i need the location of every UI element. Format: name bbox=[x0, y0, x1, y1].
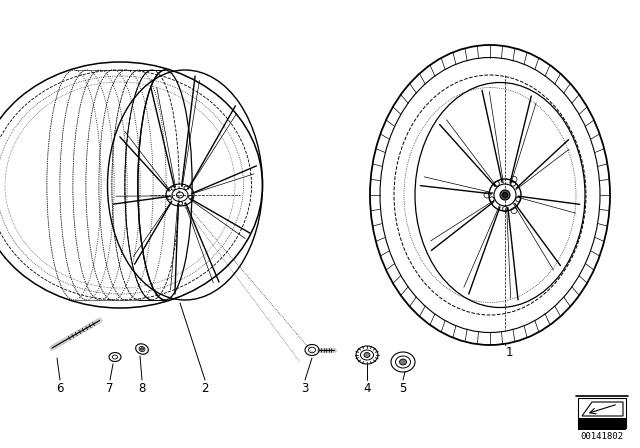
Text: 1: 1 bbox=[505, 345, 513, 358]
Ellipse shape bbox=[399, 359, 406, 365]
Ellipse shape bbox=[141, 348, 143, 350]
Text: 7: 7 bbox=[106, 382, 114, 395]
Text: 2: 2 bbox=[201, 382, 209, 395]
Text: 4: 4 bbox=[364, 382, 371, 395]
Ellipse shape bbox=[502, 193, 508, 198]
Text: 3: 3 bbox=[301, 382, 308, 395]
Text: 8: 8 bbox=[138, 382, 146, 395]
Text: 5: 5 bbox=[399, 382, 406, 395]
Text: 6: 6 bbox=[56, 382, 64, 395]
Ellipse shape bbox=[364, 353, 370, 358]
Text: 00141802: 00141802 bbox=[580, 431, 623, 440]
Polygon shape bbox=[582, 402, 623, 416]
Bar bbox=[578, 418, 626, 430]
Bar bbox=[578, 398, 626, 428]
Ellipse shape bbox=[500, 190, 510, 200]
